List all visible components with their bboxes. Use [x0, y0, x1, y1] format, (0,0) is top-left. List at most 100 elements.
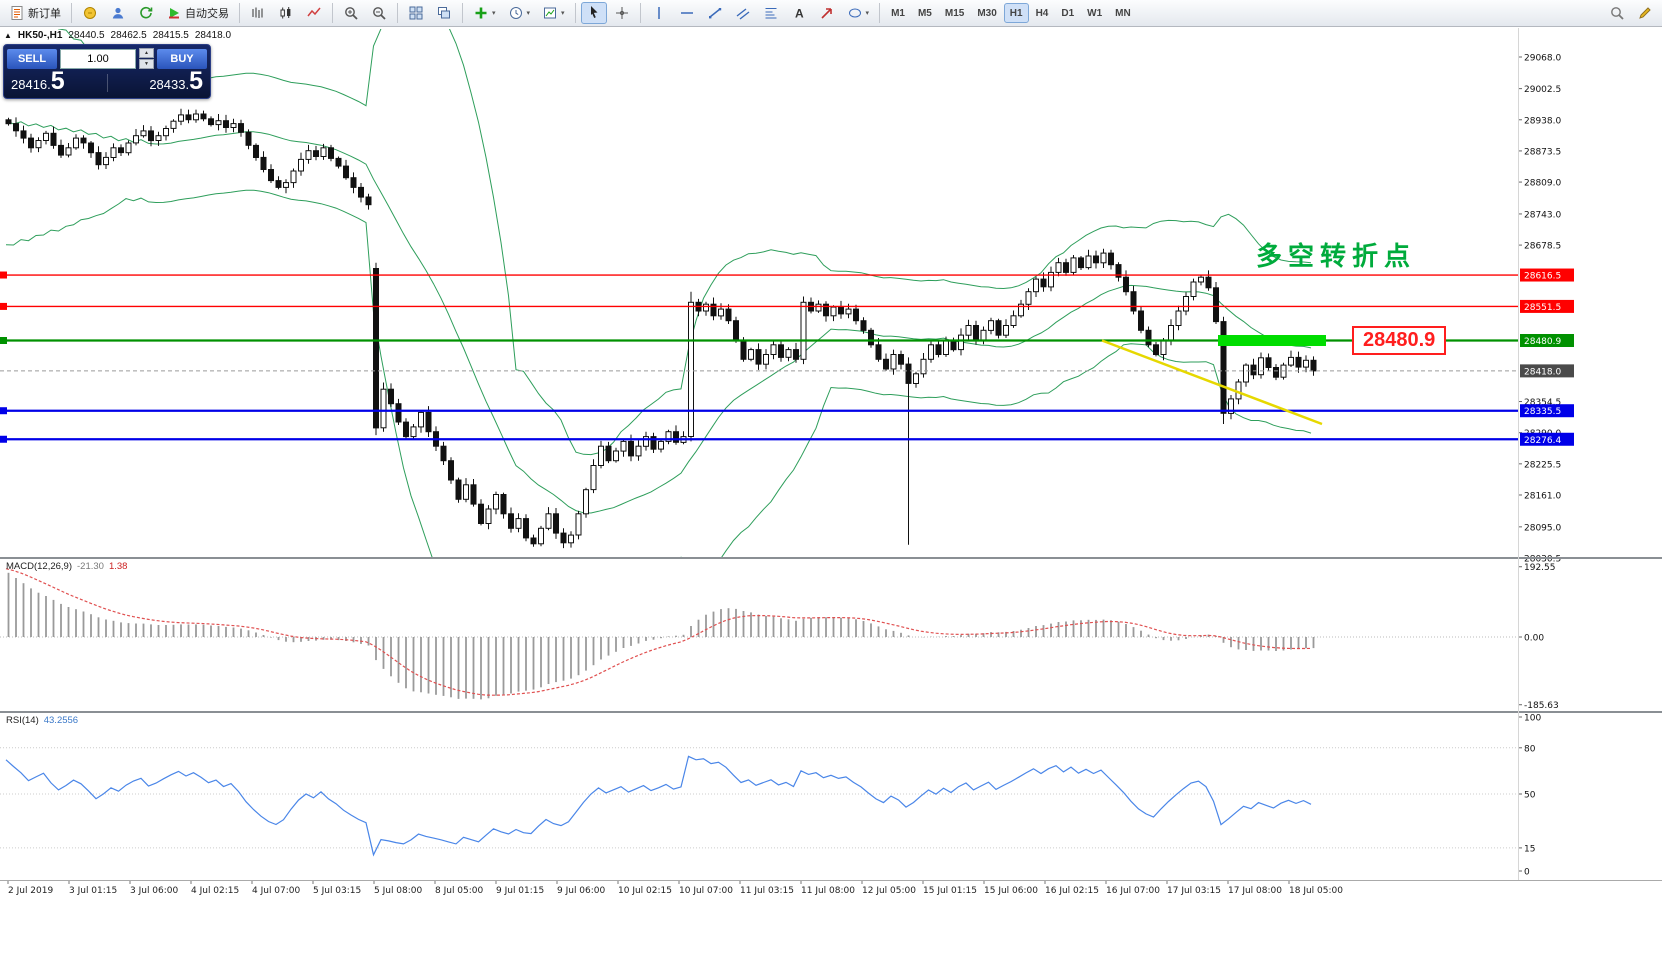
dropdown-arrow-icon: ▾: [526, 9, 531, 17]
crosshair-button[interactable]: [609, 2, 635, 24]
time-axis-label: 8 Jul 05:00: [435, 886, 484, 896]
horizontal-line-button[interactable]: [674, 2, 700, 24]
turning-point-annotation: 多空转折点: [1256, 241, 1417, 271]
rsi-axis-tick: 0: [1524, 868, 1530, 878]
svg-text:28418.0: 28418.0: [1524, 367, 1561, 377]
axis-price-tag: [1520, 299, 1574, 313]
arrow-tool-icon: [820, 8, 832, 19]
autotrading-button[interactable]: 自动交易: [161, 2, 234, 24]
tile-windows-button[interactable]: [403, 2, 429, 24]
fibonacci-button[interactable]: [758, 2, 784, 24]
crosshair-icon: [615, 7, 628, 19]
new-order-icon: [11, 6, 23, 20]
price-axis-tick: 28354.5: [1524, 398, 1561, 408]
sync-button[interactable]: [133, 2, 159, 24]
volume-down-button[interactable]: ▼: [139, 59, 154, 69]
chart-close-value: 28418.0: [194, 30, 232, 41]
edit-button[interactable]: [1632, 2, 1658, 24]
candlestick-icon: [280, 7, 291, 19]
timeframe-button-m15[interactable]: M15: [939, 3, 970, 23]
sell-price-main: 28416.: [11, 77, 51, 92]
rsi-label: RSI(14): [6, 715, 39, 726]
cascade-windows-button[interactable]: [431, 2, 457, 24]
shapes-button[interactable]: ▾: [842, 2, 875, 24]
time-axis-label: 4 Jul 07:00: [252, 886, 301, 896]
indicators-button[interactable]: ▾: [468, 2, 501, 24]
zoom-in-icon: [345, 7, 358, 20]
dropdown-arrow-icon: ▾: [492, 9, 496, 17]
timeframe-button-mn[interactable]: MN: [1109, 3, 1137, 23]
sell-price-big-digit: 5: [50, 67, 65, 95]
timeframe-button-w1[interactable]: W1: [1081, 3, 1108, 23]
svg-text:28551.5: 28551.5: [1524, 303, 1561, 313]
macd-axis-tick: -185.63: [1524, 701, 1559, 711]
price-axis-tick: 28873.5: [1524, 147, 1561, 157]
text-tool-button[interactable]: A: [786, 2, 812, 24]
arrows-tool-button[interactable]: [814, 2, 840, 24]
clock-icon: [509, 7, 522, 19]
axis-price-tag: [1520, 364, 1574, 378]
vertical-line-button[interactable]: [646, 2, 672, 24]
fibonacci-icon: [765, 8, 777, 19]
periods-button[interactable]: ▾: [503, 2, 536, 24]
yellow-trendline[interactable]: [1101, 339, 1323, 426]
price-axis-tick: 28030.5: [1524, 555, 1561, 565]
tile-windows-icon: [409, 6, 423, 20]
highlight-zone[interactable]: [1218, 335, 1326, 347]
collapse-panel-arrow-icon[interactable]: ▲: [4, 31, 12, 40]
macd-pane-header: MACD(12,26,9) -21.30 1.38: [6, 561, 127, 572]
time-axis[interactable]: 2 Jul 2019 3 Jul 01:15 3 Jul 06:00 4 Jul 02…: [7, 881, 1343, 896]
time-axis-label: 10 Jul 07:00: [679, 886, 733, 896]
time-axis-label: 5 Jul 03:15: [313, 886, 361, 896]
horizontal-line-icon: [680, 12, 693, 14]
timeframe-button-h4[interactable]: H4: [1030, 3, 1055, 23]
search-button[interactable]: [1604, 2, 1630, 24]
timeframe-button-h1[interactable]: H1: [1003, 3, 1029, 23]
cascade-windows-icon: [438, 7, 450, 19]
time-axis-label: 3 Jul 06:00: [130, 886, 179, 896]
time-axis-label: 9 Jul 06:00: [557, 886, 606, 896]
price-axis-tick: 28678.5: [1524, 242, 1561, 252]
axis-price-tag: [1520, 334, 1574, 348]
zoom-out-button[interactable]: [366, 2, 392, 24]
rsi-pane-header: RSI(14) 43.2556: [6, 715, 78, 726]
timeframe-button-d1[interactable]: D1: [1055, 3, 1080, 23]
new-order-label: 新订单: [28, 8, 61, 20]
bar-chart-button[interactable]: [245, 2, 271, 24]
templates-button[interactable]: ▾: [537, 2, 570, 24]
time-axis-label: 11 Jul 08:00: [801, 886, 855, 896]
candlestick-chart-button[interactable]: [273, 2, 299, 24]
toolbar-separator: [397, 3, 398, 23]
zoom-out-icon: [373, 7, 386, 20]
text-tool-icon: A: [795, 7, 804, 21]
timeframe-button-m1[interactable]: M1: [885, 3, 911, 23]
pencil-icon: [1639, 7, 1651, 19]
profile-button[interactable]: [105, 2, 131, 24]
cursor-icon: [590, 6, 598, 18]
price-axis-tick: 28809.0: [1524, 179, 1561, 189]
volume-up-button[interactable]: ▲: [139, 48, 154, 58]
trendline-button[interactable]: [702, 2, 728, 24]
timeframe-button-m30[interactable]: M30: [971, 3, 1002, 23]
sell-button[interactable]: SELL: [7, 48, 57, 69]
cursor-button[interactable]: [580, 2, 607, 24]
price-flag-label[interactable]: 28480.9: [1352, 326, 1447, 355]
macd-pane: [0, 568, 1518, 700]
chart-high-value: 28462.5: [110, 30, 147, 41]
zoom-in-button[interactable]: [338, 2, 364, 24]
axis-price-tag: [1520, 432, 1574, 446]
deposit-button[interactable]: [77, 2, 103, 24]
new-order-button[interactable]: 新订单: [4, 2, 66, 24]
buy-button[interactable]: BUY: [157, 48, 207, 69]
line-chart-button[interactable]: [301, 2, 327, 24]
toolbar-separator: [574, 3, 576, 23]
volume-input[interactable]: 1.00: [60, 48, 136, 69]
channel-icon: [736, 8, 749, 20]
axis-price-tag: [1520, 404, 1574, 418]
macd-axis-tick: 0.00: [1524, 634, 1544, 644]
dropdown-arrow-icon: ▾: [865, 9, 870, 17]
channel-button[interactable]: [730, 2, 756, 24]
timeframe-button-m5[interactable]: M5: [912, 3, 938, 23]
